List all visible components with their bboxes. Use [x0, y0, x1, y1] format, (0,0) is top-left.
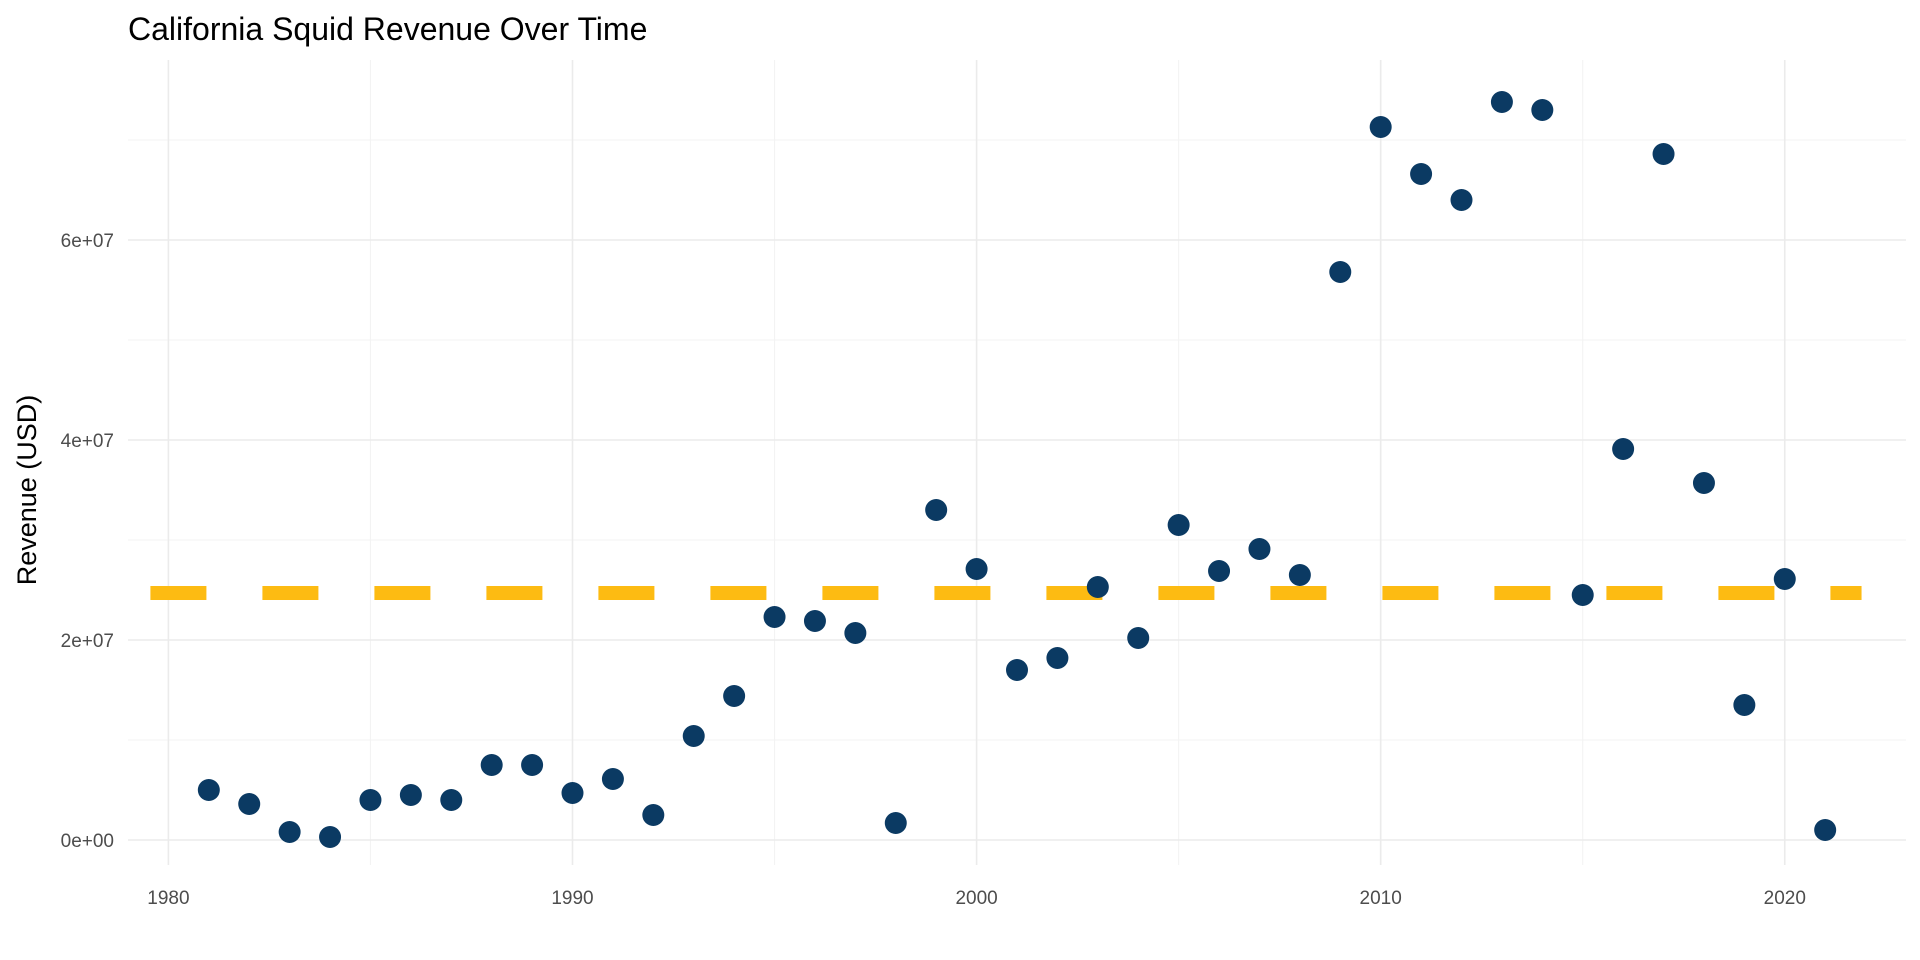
data-point [1208, 560, 1231, 582]
data-point [319, 826, 342, 848]
data-point [1450, 189, 1473, 211]
x-tick-label: 1980 [147, 888, 189, 909]
data-point [1248, 538, 1271, 560]
x-tick-label: 2010 [1360, 888, 1402, 909]
data-point [1773, 568, 1796, 590]
data-point [359, 789, 382, 811]
y-tick-label: 6e+07 [61, 231, 114, 252]
data-point [1733, 694, 1756, 716]
y-axis-label: Revenue (USD) [12, 395, 42, 586]
y-tick-label: 0e+00 [61, 831, 114, 852]
data-point [642, 804, 665, 826]
data-point [480, 754, 503, 776]
data-point [399, 784, 422, 806]
data-point [803, 610, 826, 632]
y-tick-label: 4e+07 [61, 431, 114, 452]
data-point [1127, 627, 1150, 649]
y-tick-label: 2e+07 [61, 631, 114, 652]
data-point [1329, 261, 1352, 283]
data-point [925, 499, 948, 521]
data-point [682, 725, 705, 747]
x-tick-label: 1990 [551, 888, 593, 909]
data-point [763, 606, 786, 628]
data-point [844, 622, 867, 644]
axis-ticks: 1980 1990 2000 2010 2020 0e+00 2e+07 4e+07 6e+07 [61, 231, 1806, 909]
data-point [965, 558, 988, 580]
data-point [197, 779, 220, 801]
data-point [238, 793, 261, 815]
data-point [440, 789, 463, 811]
chart-title: California Squid Revenue Over Time [128, 11, 647, 47]
data-point [1652, 143, 1675, 165]
data-point [884, 812, 907, 834]
data-point [1490, 91, 1513, 113]
data-point [601, 768, 624, 790]
data-point [1531, 99, 1554, 121]
data-point [278, 821, 301, 843]
x-tick-label: 2020 [1764, 888, 1806, 909]
data-point [723, 685, 746, 707]
data-point [521, 754, 544, 776]
data-point [1086, 576, 1109, 598]
data-point [1369, 116, 1392, 138]
data-point [1571, 584, 1594, 606]
data-point [1288, 564, 1311, 586]
data-point [1167, 514, 1190, 536]
data-point [561, 782, 584, 804]
x-tick-label: 2000 [955, 888, 997, 909]
data-point [1046, 647, 1069, 669]
data-point [1612, 438, 1635, 460]
data-point [1814, 819, 1837, 841]
grid [128, 60, 1906, 865]
data-point [1692, 472, 1715, 494]
data-point [1006, 659, 1028, 681]
data-point [1410, 163, 1433, 185]
data-points [197, 91, 1837, 848]
